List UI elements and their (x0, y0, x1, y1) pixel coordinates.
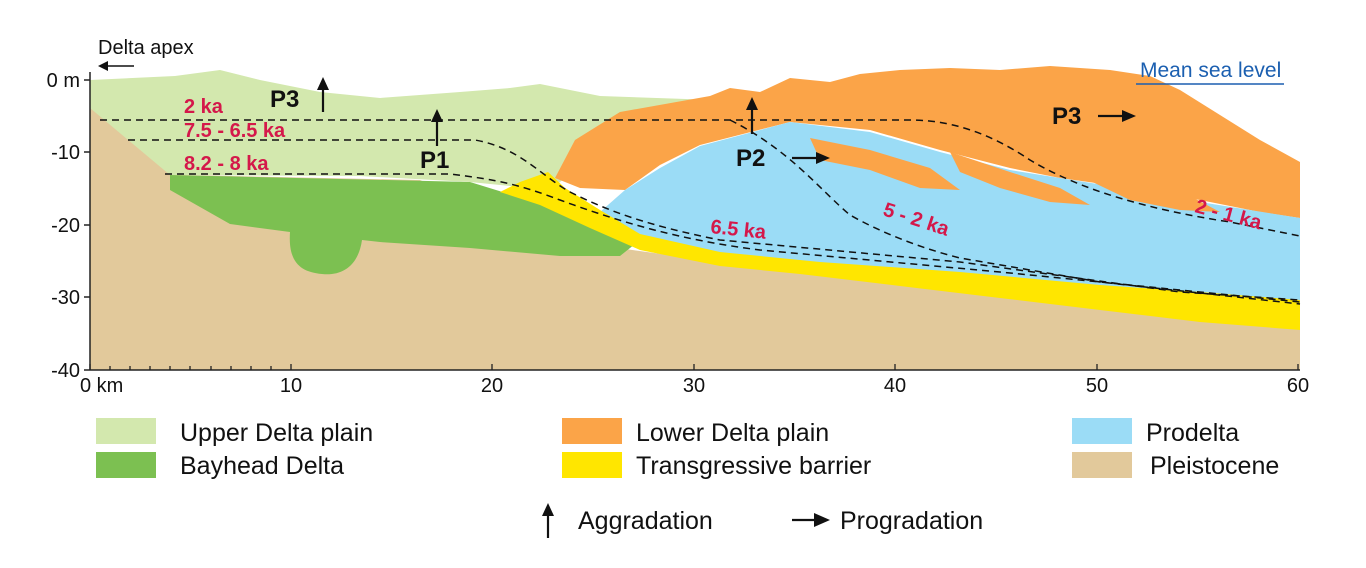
legend-label: Prodelta (1146, 419, 1239, 447)
legend-label: Lower Delta plain (636, 419, 829, 447)
age-label: 2 ka (184, 96, 224, 118)
phase-label: P2 (736, 145, 765, 172)
bayhead-delta-unit (170, 175, 640, 275)
lower-delta-plain-finger (1080, 176, 1220, 212)
y-tick-label: -30 (51, 287, 80, 309)
x-tick-label: 20 (481, 375, 503, 397)
x-tick-label: 50 (1086, 375, 1108, 397)
legend-swatch-bayhead-delta (96, 452, 156, 478)
isochron-lines (100, 119, 1301, 305)
legend-label: Transgressive barrier (636, 452, 871, 480)
legend-label: Upper Delta plain (180, 419, 373, 447)
legend-label: Progradation (840, 507, 983, 535)
arrow-right-icon (1098, 110, 1136, 122)
age-label: 7.5 - 6.5 ka (184, 120, 286, 142)
phase-label: P1 (420, 147, 449, 174)
x-tick-label: 0 km (80, 375, 123, 397)
x-tick-label: 30 (683, 375, 705, 397)
legend-label: Aggradation (578, 507, 713, 535)
legend-label: Pleistocene (1150, 452, 1279, 480)
lower-delta-plain-finger (810, 138, 960, 190)
x-tick-label: 60 (1287, 375, 1309, 397)
arrow-right-icon (792, 513, 830, 527)
age-label: 8.2 - 8 ka (184, 153, 269, 175)
mean-sea-level-label: Mean sea level (1140, 59, 1281, 82)
arrow-up-icon (542, 503, 554, 538)
arrow-up-icon (431, 109, 443, 146)
y-tick-label: -40 (51, 360, 80, 382)
x-tick-label: 40 (884, 375, 906, 397)
arrow-left-icon (98, 61, 134, 71)
phase-label: P3 (270, 86, 299, 113)
legend-swatch-upper-delta-plain (96, 418, 156, 444)
arrow-up-icon (317, 77, 329, 112)
delta-apex-label: Delta apex (98, 37, 194, 59)
legend: Upper Delta plain Bayhead Delta Lower De… (96, 418, 1279, 538)
y-tick-label: -10 (51, 142, 80, 164)
x-tick-label: 10 (280, 375, 302, 397)
y-axis-ticks (84, 79, 90, 371)
x-axis-ticks (89, 364, 1299, 370)
lower-delta-plain-unit (555, 66, 1300, 218)
transgressive-barrier-unit (500, 172, 1300, 330)
phase-label: P3 (1052, 103, 1081, 130)
arrow-right-icon (792, 152, 830, 164)
lower-delta-plain-finger (950, 152, 1090, 205)
legend-swatch-pleistocene (1072, 452, 1132, 478)
legend-swatch-lower-delta-plain (562, 418, 622, 444)
legend-swatch-transgressive-barrier (562, 452, 622, 478)
upper-delta-plain-unit (90, 70, 715, 190)
arrow-up-icon (746, 97, 758, 134)
pleistocene-unit (90, 108, 1300, 370)
prodelta-unit (600, 122, 1300, 300)
legend-swatch-prodelta (1072, 418, 1132, 444)
y-tick-label: 0 m (47, 70, 80, 92)
legend-label: Bayhead Delta (180, 452, 344, 480)
y-tick-label: -20 (51, 215, 80, 237)
